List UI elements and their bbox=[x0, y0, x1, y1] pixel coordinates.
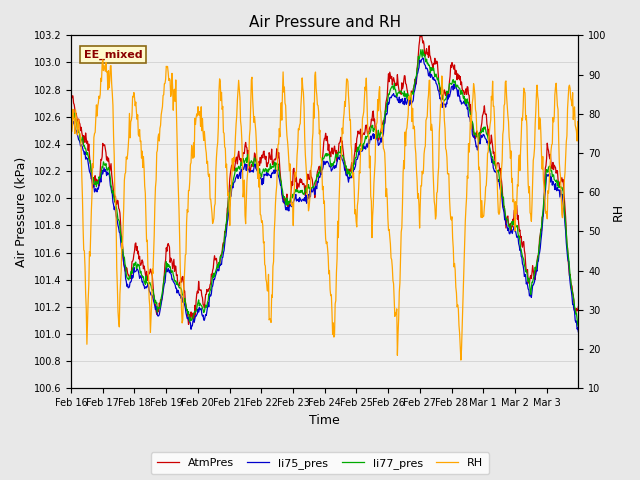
RH bbox=[506, 134, 513, 140]
li77_pres bbox=[67, 112, 75, 118]
Line: RH: RH bbox=[71, 60, 579, 360]
li77_pres bbox=[99, 164, 106, 169]
Legend: AtmPres, li75_pres, li77_pres, RH: AtmPres, li75_pres, li77_pres, RH bbox=[151, 453, 489, 474]
li75_pres bbox=[362, 146, 369, 152]
X-axis label: Time: Time bbox=[309, 414, 340, 427]
AtmPres bbox=[575, 304, 582, 310]
AtmPres bbox=[391, 81, 399, 86]
Y-axis label: RH: RH bbox=[612, 203, 625, 221]
li77_pres bbox=[375, 132, 383, 138]
li77_pres bbox=[417, 47, 425, 52]
Line: li75_pres: li75_pres bbox=[71, 58, 579, 332]
li77_pres bbox=[452, 84, 460, 90]
li75_pres bbox=[575, 329, 582, 335]
li75_pres bbox=[67, 119, 75, 125]
li77_pres bbox=[390, 81, 398, 86]
RH bbox=[99, 57, 107, 63]
li77_pres bbox=[362, 133, 369, 139]
li75_pres bbox=[99, 168, 106, 173]
AtmPres bbox=[362, 122, 370, 128]
RH bbox=[362, 75, 370, 81]
Text: EE_mixed: EE_mixed bbox=[84, 49, 142, 60]
AtmPres bbox=[453, 77, 461, 83]
AtmPres bbox=[506, 222, 513, 228]
li75_pres bbox=[505, 225, 513, 231]
Title: Air Pressure and RH: Air Pressure and RH bbox=[248, 15, 401, 30]
li75_pres bbox=[390, 93, 398, 99]
Line: li77_pres: li77_pres bbox=[71, 49, 579, 326]
RH bbox=[575, 133, 582, 139]
RH bbox=[376, 84, 383, 90]
Line: AtmPres: AtmPres bbox=[71, 33, 579, 324]
AtmPres bbox=[417, 30, 424, 36]
li75_pres bbox=[419, 55, 427, 61]
RH bbox=[457, 357, 465, 363]
AtmPres bbox=[185, 322, 193, 327]
AtmPres bbox=[99, 154, 106, 159]
RH bbox=[99, 61, 106, 67]
AtmPres bbox=[376, 134, 383, 140]
RH bbox=[391, 313, 399, 319]
AtmPres bbox=[67, 91, 75, 96]
li77_pres bbox=[575, 324, 582, 329]
RH bbox=[67, 108, 75, 114]
li77_pres bbox=[505, 223, 513, 229]
li75_pres bbox=[452, 86, 460, 92]
RH bbox=[452, 290, 460, 296]
Y-axis label: Air Pressure (kPa): Air Pressure (kPa) bbox=[15, 156, 28, 267]
li75_pres bbox=[375, 142, 383, 148]
